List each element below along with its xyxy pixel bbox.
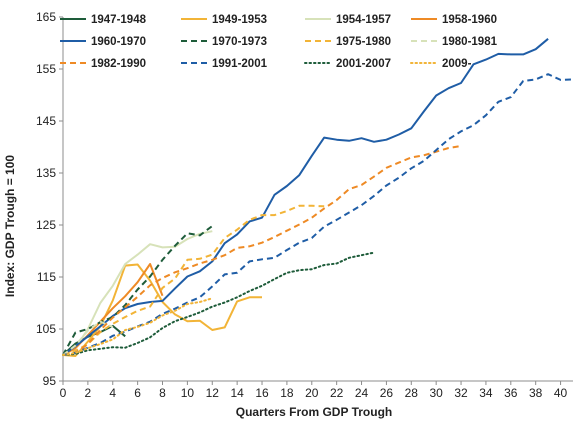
- x-tick-label: 8: [159, 386, 166, 400]
- series-line-1949-1953: [62, 263, 262, 357]
- x-tick-label: 14: [230, 386, 244, 400]
- legend-label: 1960-1970: [91, 36, 146, 48]
- series-line-1970-1973: [62, 225, 213, 356]
- legend-label: 2009-: [442, 58, 472, 70]
- legend-label: 1982-1990: [91, 58, 146, 70]
- legend-label: 1991-2001: [212, 58, 268, 70]
- x-tick-label: 34: [479, 386, 493, 400]
- x-tick-label: 4: [109, 386, 116, 400]
- y-tick-label: 125: [36, 218, 56, 232]
- series-line-2009-: [62, 297, 214, 356]
- legend-item-1954-1957: 1954-1957: [305, 14, 391, 26]
- x-tick-label: 10: [181, 386, 195, 400]
- x-tick-label: 6: [134, 386, 141, 400]
- legend-item-1980-1981: 1980-1981: [411, 36, 498, 48]
- x-tick-label: 32: [454, 386, 468, 400]
- series-line-1982-1990: [62, 145, 462, 356]
- legend-label: 1975-1980: [336, 36, 391, 48]
- x-tick-label: 26: [380, 386, 394, 400]
- x-tick-label: 18: [280, 386, 294, 400]
- x-tick-label: 40: [554, 386, 568, 400]
- legend-label: 1980-1981: [442, 36, 498, 48]
- y-axis-title: Index: GDP Trough = 100: [3, 155, 17, 297]
- series-line-2001-2007: [62, 251, 375, 356]
- legend-item-1975-1980: 1975-1980: [305, 36, 391, 48]
- x-tick-label: 22: [330, 386, 344, 400]
- legend-item-2001-2007: 2001-2007: [304, 58, 391, 70]
- legend-item-1960-1970: 1960-1970: [60, 36, 146, 48]
- x-tick-label: 12: [206, 386, 220, 400]
- legend-label: 1947-1948: [91, 14, 147, 26]
- y-tick-label: 105: [36, 322, 56, 336]
- legend-label: 1954-1957: [336, 14, 391, 26]
- x-axis-title: Quarters From GDP Trough: [236, 405, 392, 419]
- x-tick-label: 16: [255, 386, 269, 400]
- legend-item-1982-1990: 1982-1990: [60, 58, 146, 70]
- legend-label: 1958-1960: [442, 14, 497, 26]
- series-line-1980-1981: [62, 320, 114, 356]
- x-tick-label: 20: [305, 386, 319, 400]
- series-line-1991-2001: [62, 73, 574, 356]
- legend-item-2009-: 2009-: [410, 58, 472, 70]
- legend-item-1949-1953: 1949-1953: [181, 14, 267, 26]
- legend-item-1991-2001: 1991-2001: [181, 58, 268, 70]
- x-tick-label: 28: [405, 386, 419, 400]
- legend-label: 1970-1973: [212, 36, 267, 48]
- y-tick-label: 95: [43, 374, 57, 388]
- x-tick-label: 24: [355, 386, 369, 400]
- y-tick-label: 115: [37, 270, 56, 284]
- y-tick-label: 165: [36, 10, 56, 24]
- series-line-1960-1970: [62, 38, 549, 356]
- legend-item-1947-1948: 1947-1948: [60, 14, 147, 26]
- x-tick-label: 36: [504, 386, 518, 400]
- y-tick-label: 155: [36, 62, 56, 76]
- legend: 1947-1948 1949-1953 1954-1957 1958-1960 1960…: [60, 14, 498, 70]
- y-tick-label: 135: [36, 166, 56, 180]
- x-tick-label: 30: [429, 386, 443, 400]
- series-lines: [62, 38, 574, 357]
- legend-item-1970-1973: 1970-1973: [181, 36, 267, 48]
- legend-item-1958-1960: 1958-1960: [411, 14, 497, 26]
- y-tick-label: 145: [36, 114, 56, 128]
- x-tick-label: 2: [85, 386, 92, 400]
- x-tick-label: 0: [60, 386, 67, 400]
- x-tick-label: 38: [529, 386, 543, 400]
- legend-label: 1949-1953: [212, 14, 267, 26]
- series-line-1954-1957: [62, 230, 213, 356]
- series-line-1975-1980: [62, 204, 325, 356]
- legend-label: 2001-2007: [336, 58, 391, 70]
